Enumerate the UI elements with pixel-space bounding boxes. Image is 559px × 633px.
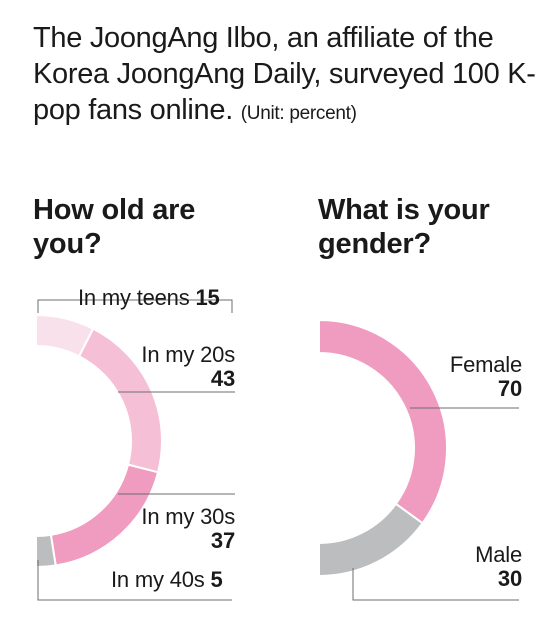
label-female-value: 70 (497, 376, 522, 401)
intro-text: The JoongAng Ilbo, an affiliate of the K… (33, 20, 553, 132)
leader-40s (37, 560, 232, 601)
label-male-name: Male (475, 542, 522, 567)
leader-male (352, 568, 519, 601)
label-40s-name: In my 40s (111, 567, 205, 592)
label-teens: In my teens 15 (78, 286, 220, 310)
label-40s-value: 5 (210, 567, 223, 592)
slice-male (318, 502, 424, 578)
label-male-value: 30 (497, 566, 522, 591)
label-male: Male 30 (380, 543, 522, 591)
leader-lines (37, 299, 519, 601)
label-20s-name: In my 20s (141, 342, 235, 367)
gender-chart-title: What is your gender? (318, 194, 490, 260)
label-20s-value: 43 (210, 366, 235, 391)
label-teens-value: 15 (195, 285, 220, 310)
label-30s-value: 37 (210, 528, 235, 553)
gender-donut (318, 318, 448, 578)
label-female: Female 70 (380, 353, 522, 401)
unit-note: (Unit: percent) (240, 103, 357, 124)
label-40s: In my 40s 5 (111, 568, 223, 592)
label-female-name: Female (449, 352, 522, 377)
label-teens-name: In my teens (78, 285, 190, 310)
label-30s: In my 30s 37 (95, 505, 235, 553)
label-30s-name: In my 30s (141, 504, 235, 529)
slice-female (318, 318, 448, 525)
label-20s: In my 20s 43 (95, 343, 235, 391)
intro-sentence: The JoongAng Ilbo, an affiliate of the K… (33, 22, 536, 126)
age-donut (35, 313, 163, 569)
age-chart-title: How old are you? (33, 194, 196, 260)
slice-40s (35, 533, 57, 569)
leader-teens (37, 299, 233, 313)
